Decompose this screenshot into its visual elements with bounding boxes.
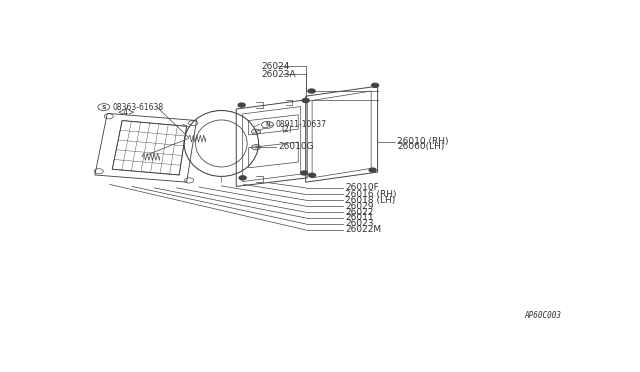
- Text: 26060(LH): 26060(LH): [397, 142, 445, 151]
- Text: 26024: 26024: [261, 62, 289, 71]
- Circle shape: [238, 103, 245, 107]
- Text: 26022: 26022: [346, 208, 374, 217]
- Text: 26010G: 26010G: [278, 142, 314, 151]
- Text: 26010F: 26010F: [346, 183, 379, 192]
- Circle shape: [308, 173, 316, 177]
- Text: 26018 (LH): 26018 (LH): [346, 196, 396, 205]
- Text: AP60C003: AP60C003: [524, 311, 561, 320]
- Circle shape: [372, 83, 379, 87]
- Text: 08363-61638: 08363-61638: [112, 103, 163, 112]
- Text: N: N: [265, 122, 270, 127]
- Circle shape: [308, 89, 315, 93]
- Text: 08911-10637: 08911-10637: [276, 121, 327, 129]
- Text: 26023A: 26023A: [261, 70, 296, 78]
- Text: 26016 (RH): 26016 (RH): [346, 190, 397, 199]
- Text: 26029: 26029: [346, 202, 374, 211]
- Circle shape: [239, 176, 246, 180]
- Text: <4>: <4>: [117, 108, 134, 117]
- Circle shape: [302, 99, 309, 103]
- Circle shape: [301, 171, 308, 175]
- Circle shape: [369, 168, 376, 172]
- Text: 26011: 26011: [346, 214, 374, 222]
- Text: 26023: 26023: [346, 219, 374, 228]
- Text: 26010 (RH): 26010 (RH): [397, 137, 449, 146]
- Text: 26022M: 26022M: [346, 225, 381, 234]
- Text: S: S: [102, 105, 106, 110]
- Text: (2): (2): [281, 125, 292, 134]
